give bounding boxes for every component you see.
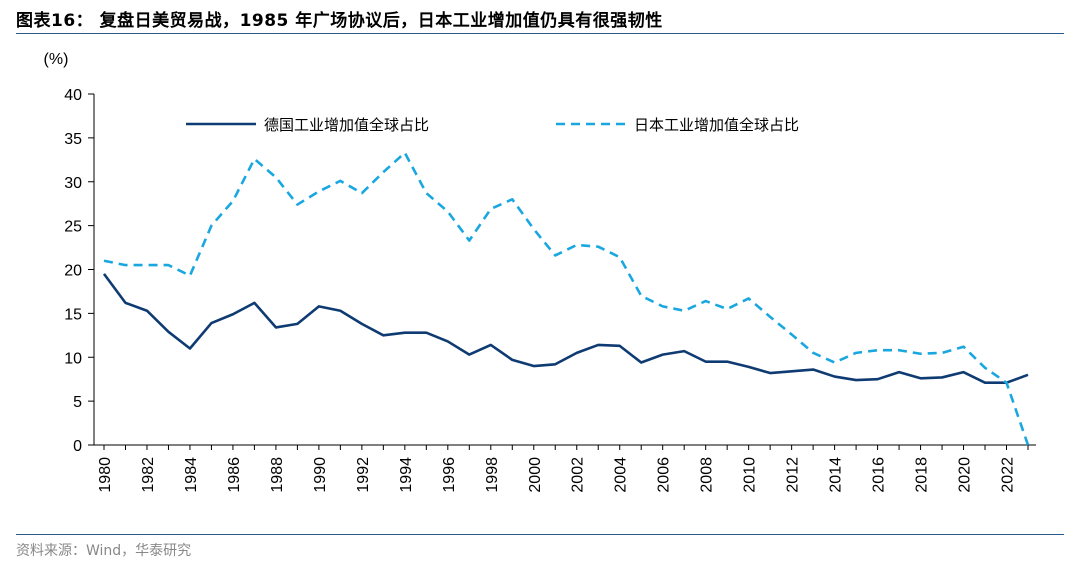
x-tick-label: 1986 bbox=[226, 457, 243, 493]
x-tick-label: 2018 bbox=[914, 457, 931, 493]
series-layer bbox=[102, 151, 1030, 446]
chart-header: 图表16： 复盘日美贸易战，1985 年广场协议后，日本工业增加值仍具有很强韧性 bbox=[16, 6, 1064, 34]
y-tick-label: 35 bbox=[64, 131, 82, 148]
y-tick-label: 0 bbox=[73, 438, 82, 455]
x-tick-label: 2004 bbox=[613, 457, 630, 493]
series-line-1 bbox=[102, 273, 1029, 385]
x-tick-label: 1998 bbox=[484, 457, 501, 493]
x-tick-label: 2020 bbox=[957, 457, 974, 493]
x-tick-label: 2022 bbox=[1000, 457, 1017, 493]
x-tick-label: 1996 bbox=[441, 457, 458, 493]
y-axis-label: (%) bbox=[44, 51, 69, 68]
header-divider bbox=[16, 33, 1064, 34]
y-tick-label: 20 bbox=[64, 263, 82, 280]
y-tick-label: 25 bbox=[64, 219, 82, 236]
footer-divider bbox=[16, 534, 1064, 535]
y-tick-label: 15 bbox=[64, 306, 82, 323]
x-tick-label: 1994 bbox=[398, 457, 415, 493]
x-tick-label: 2010 bbox=[742, 457, 759, 493]
x-tick-label: 2000 bbox=[527, 457, 544, 493]
x-tick-label: 2012 bbox=[785, 457, 802, 493]
y-tick-label: 10 bbox=[64, 350, 82, 367]
x-tick-label: 1990 bbox=[312, 457, 329, 493]
y-tick-label: 5 bbox=[73, 394, 82, 411]
x-tick-label: 1992 bbox=[355, 457, 372, 493]
y-tick-label: 30 bbox=[64, 175, 82, 192]
x-tick-label: 2014 bbox=[828, 457, 845, 493]
legend-label-1: 德国工业增加值全球占比 bbox=[264, 116, 429, 134]
y-tick-label: 40 bbox=[64, 87, 82, 104]
x-tick-label: 2008 bbox=[699, 457, 716, 493]
x-tick-label: 2006 bbox=[656, 457, 673, 493]
line-chart: (%) 0 5 10 15 20 25 30 35 40 1980 1982 1984 1986 1988… bbox=[44, 51, 1036, 493]
x-tick-label: 1980 bbox=[97, 457, 114, 493]
series-line-2 bbox=[103, 151, 1030, 446]
chart-title: 图表16： 复盘日美贸易战，1985 年广场协议后，日本工业增加值仍具有很强韧性 bbox=[16, 11, 663, 31]
x-tick-label: 1982 bbox=[140, 457, 157, 493]
x-tick-label: 2002 bbox=[570, 457, 587, 493]
legend: 德国工业增加值全球占比 日本工业增加值全球占比 bbox=[186, 116, 799, 134]
legend-label-2: 日本工业增加值全球占比 bbox=[634, 116, 799, 134]
x-tick-label: 2016 bbox=[871, 457, 888, 493]
x-tick-label: 1988 bbox=[269, 457, 286, 493]
source-note: 资料来源：Wind，华泰研究 bbox=[16, 543, 192, 559]
axes: 0 5 10 15 20 25 30 35 40 1980 1982 1984 1986 1988 1990… bbox=[64, 87, 1036, 493]
x-tick-label: 1984 bbox=[183, 457, 200, 493]
